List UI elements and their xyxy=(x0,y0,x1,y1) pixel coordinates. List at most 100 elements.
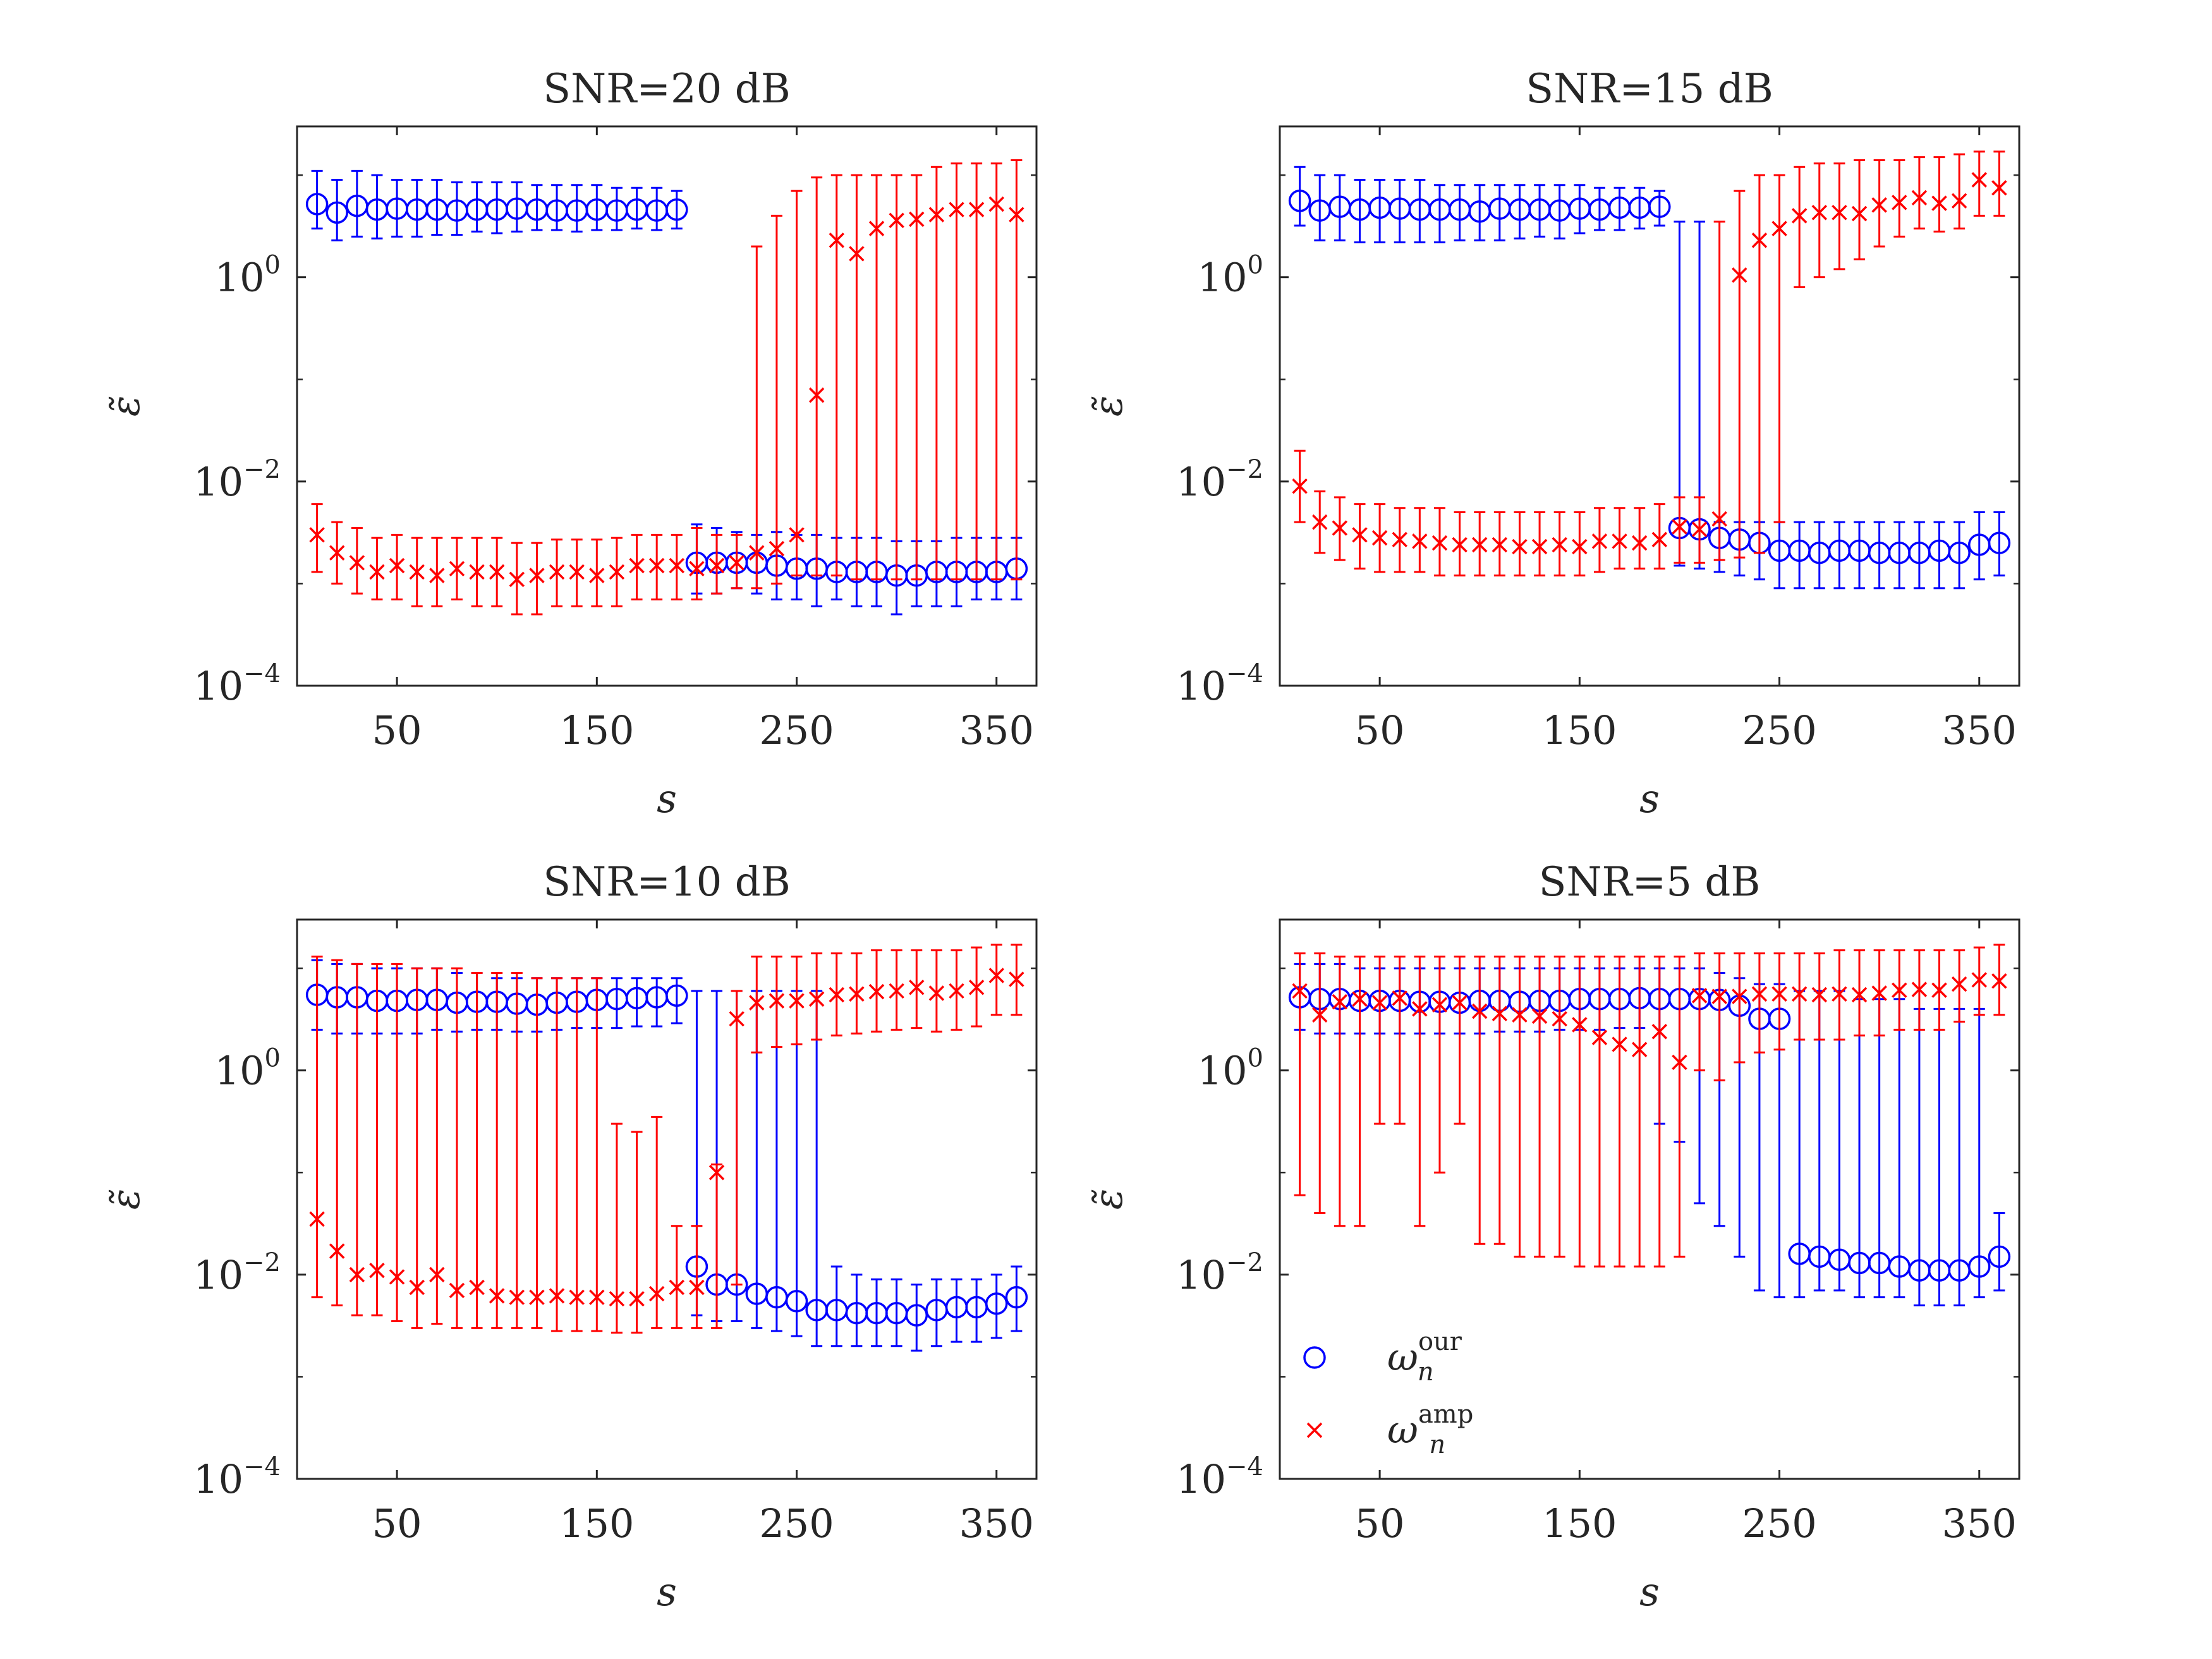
cross-stroke xyxy=(968,202,985,217)
data-point-cross xyxy=(1751,986,1768,1002)
axes-box xyxy=(296,918,1038,1480)
data-point-cross xyxy=(789,527,805,543)
data-point-cross xyxy=(1931,982,1947,999)
cross-stroke xyxy=(1612,533,1627,549)
axes-box xyxy=(1279,125,2021,687)
data-point-cross xyxy=(309,527,325,543)
cross-stroke xyxy=(1612,1036,1627,1052)
cross-stroke xyxy=(949,983,964,999)
data-point-cross xyxy=(1871,985,1887,1001)
data-point-cross xyxy=(1892,982,1907,999)
data-point-circle xyxy=(1988,532,2011,554)
data-point-cross xyxy=(1791,986,1808,1002)
cross-stroke xyxy=(469,1279,485,1296)
data-point-cross xyxy=(569,1289,585,1305)
cross-stroke xyxy=(1631,1042,1648,1057)
data-point-cross xyxy=(1352,527,1368,543)
data-point-cross xyxy=(429,1267,445,1283)
data-point-cross xyxy=(988,968,1004,983)
cross-stroke xyxy=(1292,983,1308,999)
data-point-cross xyxy=(1971,972,1987,988)
cross-stroke xyxy=(369,1262,385,1279)
data-point-cross xyxy=(469,1279,485,1296)
cross-stroke xyxy=(1531,1008,1548,1024)
chart-panel-1: SNR=20 dB 50 150 250 350 100 10−2 10−4 s ε̃ xyxy=(102,66,1038,822)
cross-stroke xyxy=(1009,971,1024,987)
data-point-cross xyxy=(1771,221,1787,236)
data-point-cross xyxy=(369,564,385,580)
cross-stroke xyxy=(1431,997,1448,1012)
cross-stroke xyxy=(928,207,945,222)
data-point-cross xyxy=(389,557,405,574)
data-point-circle xyxy=(985,1292,1008,1315)
series-our xyxy=(305,959,1028,1352)
data-point-cross xyxy=(1911,190,1928,206)
cross-stroke xyxy=(529,568,545,583)
cross-stroke xyxy=(1352,527,1368,543)
data-point-cross xyxy=(729,555,744,571)
cross-stroke xyxy=(1572,538,1588,555)
cross-stroke xyxy=(629,1291,645,1307)
chart-title: SNR=5 dB xyxy=(1539,859,1761,906)
data-point-cross xyxy=(609,564,625,580)
data-point-cross xyxy=(1591,533,1608,549)
data-point-circle xyxy=(305,193,329,216)
cross-stroke xyxy=(1931,195,1947,211)
y-tick-label: 100 xyxy=(1198,1044,1263,1094)
y-tick-label: 100 xyxy=(1198,251,1263,301)
cross-stroke xyxy=(808,991,825,1007)
y-tick-label: 10−4 xyxy=(1176,659,1263,709)
data-point-cross xyxy=(829,987,845,1003)
series-amp xyxy=(1292,150,2007,577)
data-point-cross xyxy=(1412,1001,1428,1017)
data-point-cross xyxy=(1751,232,1768,248)
cross-stroke xyxy=(669,557,685,574)
data-point-cross xyxy=(1009,207,1024,222)
cross-stroke xyxy=(1591,533,1608,549)
data-point-cross xyxy=(1352,991,1368,1007)
cross-stroke xyxy=(968,980,985,995)
cross-stroke xyxy=(868,983,885,1000)
data-point-cross xyxy=(1851,205,1868,222)
data-point-circle xyxy=(1288,190,1311,212)
data-point-cross xyxy=(1672,519,1687,535)
cross-stroke xyxy=(1471,1003,1488,1019)
data-point-cross xyxy=(729,1011,744,1027)
cross-stroke xyxy=(1711,511,1727,527)
chart-panel-3: SNR=10 dB 50 150 250 350 100 10−2 10−4 s ε̃ xyxy=(102,859,1038,1615)
series-amp xyxy=(1292,944,2007,1268)
data-point-cross xyxy=(1991,180,2007,196)
cross-stroke xyxy=(1832,205,1847,221)
x-tick-label: 50 xyxy=(1355,1500,1405,1547)
cross-stroke xyxy=(1672,519,1687,535)
data-point-cross xyxy=(1512,538,1528,555)
cross-stroke xyxy=(689,561,705,577)
cross-stroke xyxy=(1412,533,1428,549)
data-point-cross xyxy=(708,557,725,574)
cross-stroke xyxy=(629,557,645,574)
x-tick-label: 350 xyxy=(1942,707,2017,753)
data-point-cross xyxy=(589,1289,605,1305)
cross-stroke xyxy=(1791,986,1808,1002)
cross-stroke xyxy=(1591,1030,1608,1045)
data-point-cross xyxy=(1771,986,1787,1002)
cross-stroke xyxy=(749,995,765,1011)
cross-stroke xyxy=(1811,987,1828,1003)
data-point-cross xyxy=(1631,535,1648,551)
cross-stroke xyxy=(808,387,825,403)
cross-stroke xyxy=(329,545,345,561)
cross-stroke xyxy=(1371,530,1388,546)
data-point-cross xyxy=(629,1291,645,1307)
data-point-cross xyxy=(629,557,645,574)
cross-stroke xyxy=(1352,991,1368,1007)
cross-stroke xyxy=(829,232,845,248)
cross-stroke xyxy=(449,561,465,577)
data-point-cross xyxy=(769,540,785,557)
x-axis-label: s xyxy=(657,775,677,822)
cross-stroke xyxy=(729,555,744,571)
data-point-cross xyxy=(749,995,765,1011)
data-point-cross xyxy=(708,1165,725,1181)
data-point-cross xyxy=(849,246,865,262)
cross-stroke xyxy=(1631,535,1648,551)
cross-stroke xyxy=(1492,1006,1508,1022)
